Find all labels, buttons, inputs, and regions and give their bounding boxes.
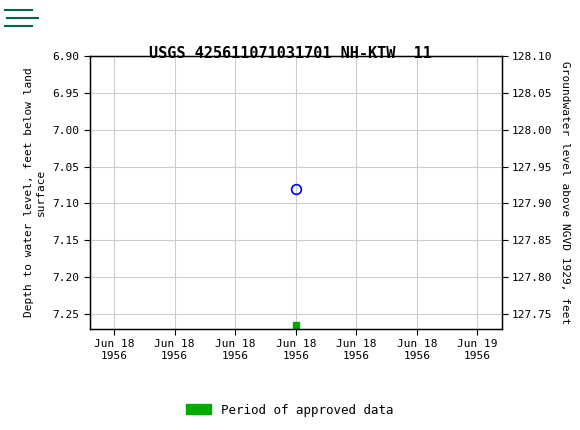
Text: USGS: USGS xyxy=(38,11,93,29)
Bar xyxy=(3,3,72,37)
Y-axis label: Depth to water level, feet below land
surface: Depth to water level, feet below land su… xyxy=(24,68,46,317)
Text: USGS 425611071031701 NH-KTW  11: USGS 425611071031701 NH-KTW 11 xyxy=(148,46,432,61)
Y-axis label: Groundwater level above NGVD 1929, feet: Groundwater level above NGVD 1929, feet xyxy=(560,61,570,324)
Legend: Period of approved data: Period of approved data xyxy=(181,399,399,421)
